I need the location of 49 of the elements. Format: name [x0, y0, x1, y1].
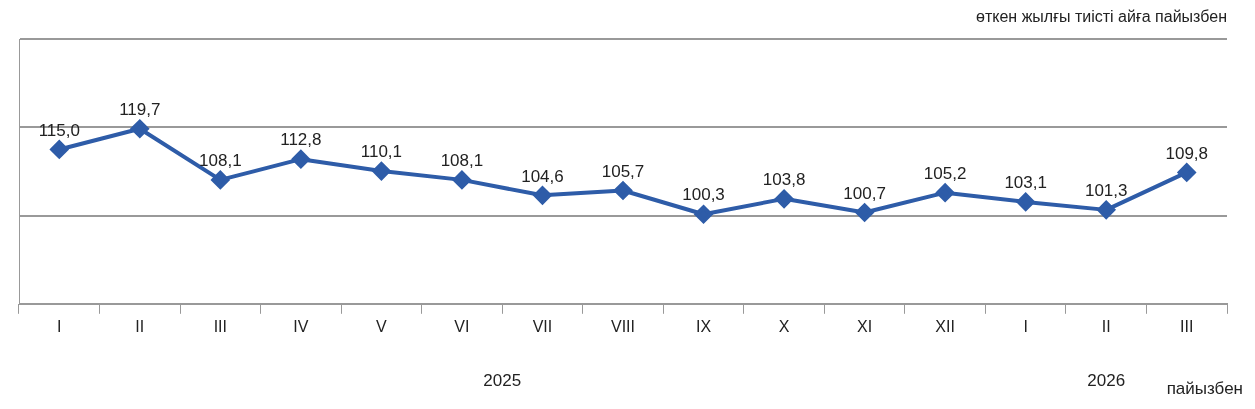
x-tick-label: IV [293, 317, 309, 335]
point [372, 162, 391, 181]
x-tick-label: VI [454, 317, 470, 335]
x-tick-label: V [376, 317, 388, 335]
data-label: 112,8 [280, 130, 322, 150]
data-label: 104,6 [521, 166, 564, 186]
point [1097, 200, 1116, 219]
text: пайызбен [1166, 378, 1243, 398]
data-label: 110,1 [360, 142, 403, 162]
x-tick-label: IX [695, 317, 712, 335]
point [694, 205, 713, 224]
point [452, 170, 471, 189]
x-tick-label: XI [857, 317, 873, 335]
data-label: 103,1 [1004, 173, 1047, 193]
data-label: 101,3 [1084, 181, 1128, 201]
point [533, 186, 552, 205]
x-tick-label: III [1180, 317, 1194, 335]
x-tick-label: I [1023, 317, 1028, 335]
point [614, 181, 632, 200]
x-tick-label: III [213, 317, 228, 335]
text: 2025 [483, 370, 522, 390]
point [50, 140, 69, 159]
x-tick-label: VIII [610, 317, 636, 335]
data-label: 105,2 [923, 163, 967, 183]
data-label: 105,7 [601, 161, 645, 181]
point [130, 119, 149, 138]
point [936, 183, 955, 202]
data-label: 108,1 [440, 151, 484, 171]
data-label: 119,7 [119, 99, 161, 119]
data-label: 100,3 [682, 185, 725, 205]
x-tick-label: II [1101, 317, 1111, 335]
x-tick-label: II [135, 317, 145, 335]
point [775, 189, 794, 208]
text: 2026 [1087, 370, 1126, 390]
x-tick-label: I [57, 317, 62, 335]
x-tick-label: VII [532, 317, 553, 335]
data-label: 108,1 [199, 151, 242, 171]
chart-subtitle: өткен жылғы тиісті айға пайызбен [976, 8, 1227, 26]
x-tick-label: X [778, 317, 790, 335]
point [855, 203, 874, 222]
point [291, 150, 310, 169]
point [211, 170, 230, 189]
data-label: 109,8 [1165, 143, 1209, 163]
point [1177, 163, 1196, 182]
x-tick-label: XII [935, 317, 955, 335]
data-label: 103,8 [762, 170, 806, 190]
data-label: 115,0 [38, 120, 80, 140]
data-label: 100,7 [843, 183, 886, 203]
point [1016, 192, 1035, 211]
